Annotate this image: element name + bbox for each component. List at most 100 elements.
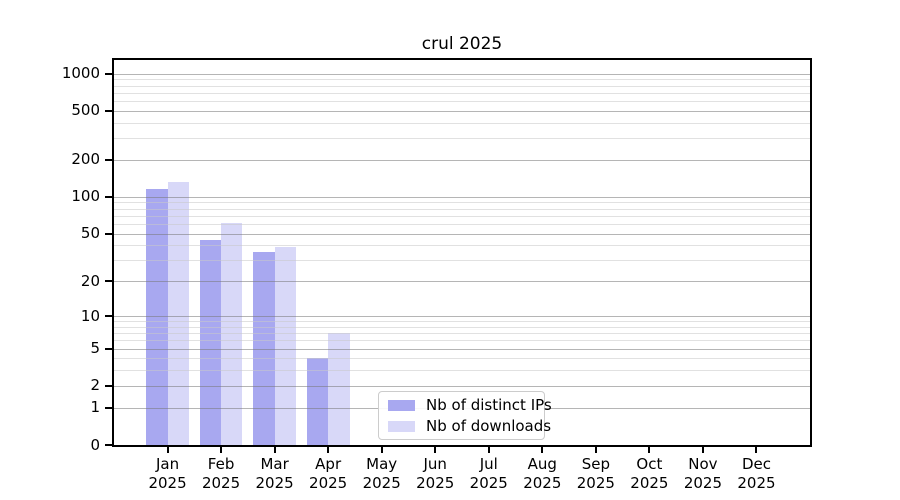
y-tick-label: 500 (71, 101, 100, 120)
x-tick-label-year: 2025 (255, 474, 294, 492)
y-gridline-minor (114, 138, 810, 140)
x-tick-label-year: 2025 (416, 474, 455, 492)
x-tick-label: Jul 2025 (454, 455, 524, 493)
x-axis-tick (434, 447, 437, 453)
x-tick-label: Jun 2025 (400, 455, 470, 493)
x-axis-tick (327, 447, 330, 453)
x-tick-label: Dec 2025 (721, 455, 791, 493)
y-axis-tick (105, 444, 113, 446)
x-tick-label-month: Nov (688, 455, 718, 473)
y-gridline-minor (114, 321, 810, 323)
x-tick-label-month: Mar (260, 455, 289, 473)
y-axis-tick (105, 158, 113, 161)
x-tick-label-month: Jan (155, 455, 180, 473)
y-gridline-minor (114, 122, 810, 124)
y-gridline-minor (114, 370, 810, 372)
x-tick-label-month: Jul (479, 455, 498, 473)
x-axis-tick (220, 447, 223, 453)
y-tick-label: 10 (80, 306, 100, 325)
x-tick-label-year: 2025 (362, 474, 401, 492)
y-axis-tick (105, 109, 113, 112)
y-axis-tick (105, 347, 113, 350)
bar-distinct-ips (199, 240, 222, 445)
legend-swatch-downloads (388, 420, 415, 432)
y-gridline-major (114, 196, 810, 198)
x-tick-label-month: Apr (315, 455, 342, 473)
x-tick-label: Jan 2025 (133, 455, 203, 493)
x-tick-label-year: 2025 (576, 474, 615, 492)
x-tick-label-year: 2025 (201, 474, 241, 492)
x-axis-tick (380, 447, 383, 453)
x-tick-label-year: 2025 (469, 474, 508, 492)
x-axis-tick (541, 447, 544, 453)
bar-downloads (274, 246, 297, 445)
x-tick-label-year: 2025 (523, 474, 562, 492)
y-gridline-minor (114, 215, 810, 217)
y-gridline-major (114, 159, 810, 161)
y-gridline-minor (114, 326, 810, 328)
y-axis-tick (105, 195, 113, 198)
y-tick-label: 1000 (61, 64, 100, 83)
legend-entry-distinct-ips: Nb of distinct IPs (388, 396, 552, 414)
legend-label-downloads: Nb of downloads (426, 416, 552, 435)
y-axis-tick (105, 384, 113, 387)
y-tick-label: 100 (71, 187, 100, 206)
y-axis-tick (105, 280, 113, 283)
x-tick-label: Sep 2025 (561, 455, 631, 493)
x-tick-label-month: Oct (636, 455, 663, 473)
y-gridline-major (114, 316, 810, 318)
y-tick-label: 50 (80, 224, 100, 243)
x-tick-label: Mar 2025 (240, 455, 310, 493)
x-tick-label: Oct 2025 (614, 455, 684, 493)
x-tick-label-month: May (366, 455, 398, 473)
bar-distinct-ips (306, 358, 329, 445)
x-tick-label-year: 2025 (630, 474, 669, 492)
x-axis-tick (487, 447, 490, 453)
x-tick-label: Apr 2025 (293, 455, 363, 493)
legend-swatch-distinct-ips (388, 399, 415, 411)
x-tick-label: May 2025 (347, 455, 417, 493)
y-gridline-major (114, 281, 810, 283)
y-tick-label: 200 (71, 150, 100, 169)
x-axis-tick (594, 447, 597, 453)
y-gridline-major (114, 385, 810, 387)
x-tick-label-month: Sep (581, 455, 610, 473)
y-gridline-minor (114, 208, 810, 210)
y-axis-tick (105, 72, 113, 75)
y-gridline-minor (114, 85, 810, 87)
y-gridline-minor (114, 260, 810, 262)
y-gridline-minor (114, 245, 810, 247)
x-tick-label-year: 2025 (309, 474, 348, 492)
y-gridline-major (114, 348, 810, 350)
x-axis-tick (755, 447, 758, 453)
legend-label-distinct-ips: Nb of distinct IPs (426, 395, 552, 414)
x-tick-label-month: Dec (741, 455, 771, 473)
y-gridline-minor (114, 223, 810, 225)
x-tick-label-month: Aug (527, 455, 557, 473)
y-tick-label: 1 (90, 398, 100, 417)
x-tick-label-year: 2025 (683, 474, 723, 492)
y-tick-label: 5 (90, 339, 100, 358)
y-tick-label: 2 (90, 376, 100, 395)
y-gridline-minor (114, 92, 810, 94)
y-gridline-major (114, 110, 810, 112)
chart-title: crul 2025 (421, 34, 503, 54)
y-gridline-major (114, 73, 810, 75)
x-tick-label-month: Jun (423, 455, 447, 473)
x-tick-label-year: 2025 (148, 474, 187, 492)
x-tick-label: Nov 2025 (668, 455, 738, 493)
y-axis-tick (105, 315, 113, 318)
y-gridline-minor (114, 333, 810, 335)
y-gridline-minor (114, 100, 810, 102)
y-gridline-minor (114, 79, 810, 81)
x-axis-tick (166, 447, 169, 453)
y-gridline-minor (114, 340, 810, 342)
y-gridline-minor (114, 202, 810, 204)
x-tick-label-year: 2025 (737, 474, 776, 492)
x-axis-tick (648, 447, 651, 453)
chart-legend: Nb of distinct IPs Nb of downloads (378, 391, 552, 440)
x-tick-label-month: Feb (207, 455, 235, 473)
bar-downloads (167, 182, 189, 445)
y-tick-label: 20 (80, 271, 100, 290)
